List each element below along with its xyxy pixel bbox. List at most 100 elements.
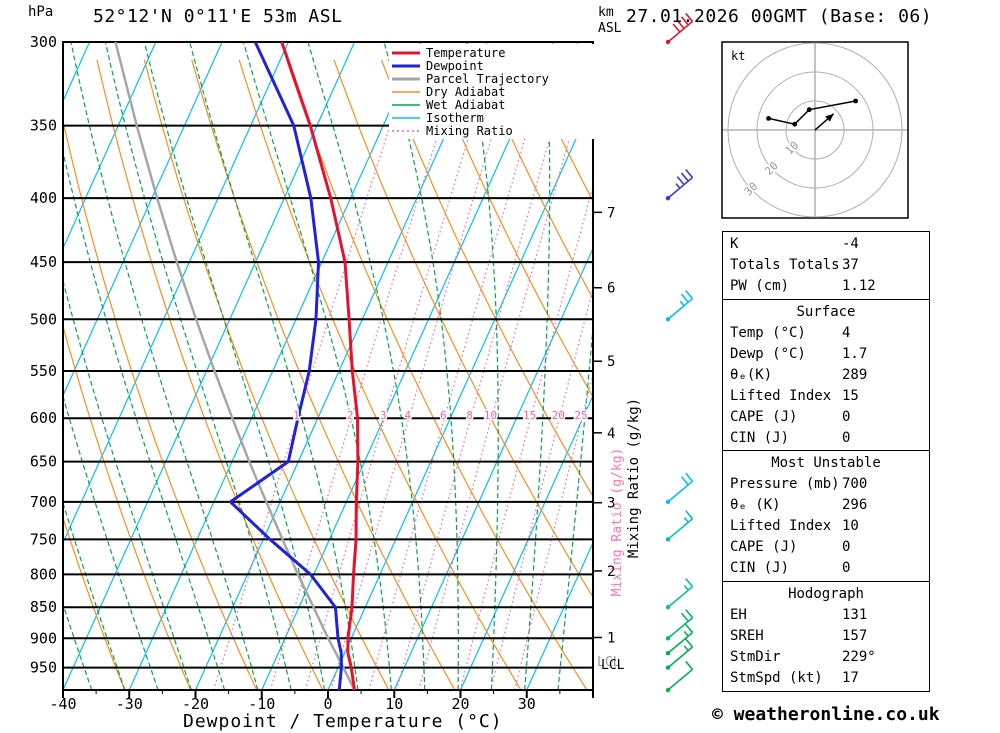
table-surface: Surface Temp (°C) 4 Dewp (°C) 1.7 θₑ(K) 289 Li… [722, 298, 930, 452]
legend-item: Isotherm [391, 110, 593, 125]
mixing-ratio-line [269, 42, 468, 690]
x-tick-label: -40 [49, 695, 76, 713]
stat-label: StmDir [730, 648, 781, 665]
mixing-ratio-labels: 1 2 3 4 6 8 10 15 20 25 [292, 407, 590, 423]
mixing-ratio-line [490, 286, 593, 690]
isotherm-line [63, 42, 356, 690]
legend-line-sample-icon [391, 98, 421, 111]
altitude-tick-label: 2 [607, 564, 615, 580]
wet-adiabat-line [63, 149, 226, 690]
stat-label: PW (cm) [730, 278, 790, 294]
pressure-tick-label: 850 [30, 598, 57, 616]
stat-value: -4 [842, 236, 859, 252]
table-row: CIN (J) 0 [723, 558, 929, 579]
mixing-ratio-label: 20 [552, 409, 565, 422]
wind-barb [665, 12, 694, 45]
table-row: Totals Totals 37 [723, 255, 929, 276]
x-tick-label: 20 [451, 695, 469, 713]
pressure-axis: hPa 300 350 400 450 500 550 600 650 700 750 800 850 9… [28, 4, 57, 677]
table-row: CAPE (J) 0 [723, 407, 929, 428]
legend-item: Dewpoint [391, 59, 593, 73]
wind-barb [665, 624, 694, 656]
table-row: Temp (°C) 4 [723, 323, 929, 344]
mixing-ratio-axis-label-pink: Mixing Ratio (g/kg) [610, 448, 625, 597]
table-row: StmDir 229° [723, 647, 929, 668]
wet-adiabat-line [557, 320, 593, 690]
legend-line-sample-icon [391, 72, 421, 85]
hodograph-ring [756, 71, 874, 189]
legend: Temperature Dewpoint Parcel Trajectory Dry … [389, 44, 595, 139]
stat-value: 4 [842, 324, 851, 341]
dry-adiabat-line [475, 59, 593, 300]
stat-value: 10 [842, 518, 859, 534]
stat-label: Pressure (mb) [730, 476, 840, 492]
isotherm-line [526, 541, 593, 690]
stat-value: 0 [842, 539, 851, 555]
station-title: 52°12'N 0°11'E 53m ASL [93, 6, 343, 27]
stats-tables: K -4 Totals Totals 37 PW (cm) 1.12 Surface Te… [722, 231, 930, 692]
altitude-tick-label: 5 [607, 354, 615, 370]
pressure-tick-label: 650 [30, 453, 57, 471]
stat-value: 37 [842, 257, 859, 273]
table-row: θₑ (K) 296 [723, 495, 929, 516]
stat-value: 17 [842, 669, 859, 686]
stat-label: CAPE (J) [730, 408, 798, 425]
legend-item: Dry Adiabat [391, 85, 593, 99]
dry-adiabat-line [380, 59, 593, 498]
copyright: © weatheronline.co.uk [712, 704, 940, 725]
table-indices: K -4 Totals Totals 37 PW (cm) 1.12 [722, 231, 930, 300]
stat-value: 0 [842, 429, 851, 446]
wind-barb [665, 290, 694, 322]
legend-item-label: Isotherm [426, 110, 484, 125]
pressure-tick-label: 450 [30, 253, 57, 271]
x-axis-label: Dewpoint / Temperature (°C) [183, 711, 503, 732]
pressure-tick-label: 750 [30, 530, 57, 548]
wet-adiabat-line [189, 42, 359, 690]
mixing-ratio-line [368, 42, 554, 690]
pressure-tick-label: 300 [30, 33, 57, 51]
stat-value: 1.12 [842, 278, 876, 294]
isotherm-line [261, 42, 554, 690]
altitude-tick-label: 6 [607, 281, 615, 297]
legend-item-label: Wet Adiabat [426, 97, 506, 112]
pressure-tick-label: 600 [30, 409, 57, 427]
legend-line-sample-icon [391, 124, 421, 137]
legend-line-sample-icon [391, 59, 421, 72]
table-row: Dewp (°C) 1.7 [723, 344, 929, 365]
wind-barb [665, 578, 694, 610]
stat-value: 296 [842, 497, 868, 513]
wind-barb [665, 660, 694, 693]
stat-label: K [730, 236, 739, 252]
altitude-tick-label: 4 [607, 426, 615, 442]
datetime-title: 27.01.2026 00GMT (Base: 06) [626, 6, 933, 27]
legend-item: Parcel Trajectory [391, 72, 593, 86]
pressure-tick-label: 500 [30, 310, 57, 328]
mixing-ratio-label: 25 [574, 409, 587, 422]
x-tick-label: 0 [323, 695, 332, 713]
legend-item: Mixing Ratio [391, 124, 593, 138]
table-most-unstable-title: Most Unstable [771, 455, 881, 471]
legend-line-sample-icon [391, 111, 421, 124]
table-most-unstable: Most Unstable Pressure (mb) 700 θₑ (K) 296 L… [722, 450, 930, 582]
pressure-tick-label: 550 [30, 362, 57, 380]
mixing-ratio-label: 15 [523, 409, 536, 422]
table-row: SREH 157 [723, 626, 929, 647]
altitude-tick-label: 3 [607, 496, 615, 512]
x-tick-label: -10 [248, 695, 275, 713]
stat-value: 15 [842, 387, 859, 404]
table-row: K -4 [723, 234, 929, 255]
lcl-label: LCL [601, 658, 625, 673]
hodograph-ring [785, 100, 845, 160]
table-hodograph-title: Hodograph [788, 585, 864, 602]
stat-label: Totals Totals [730, 257, 840, 273]
legend-item: Temperature [391, 46, 593, 60]
wet-adiabat-line [242, 42, 392, 690]
wet-adiabat-line [70, 42, 259, 690]
hodograph-trace [768, 100, 856, 126]
x-tick-label: -30 [116, 695, 143, 713]
isotherm-line [63, 42, 223, 398]
table-row: CIN (J) 0 [723, 428, 929, 449]
